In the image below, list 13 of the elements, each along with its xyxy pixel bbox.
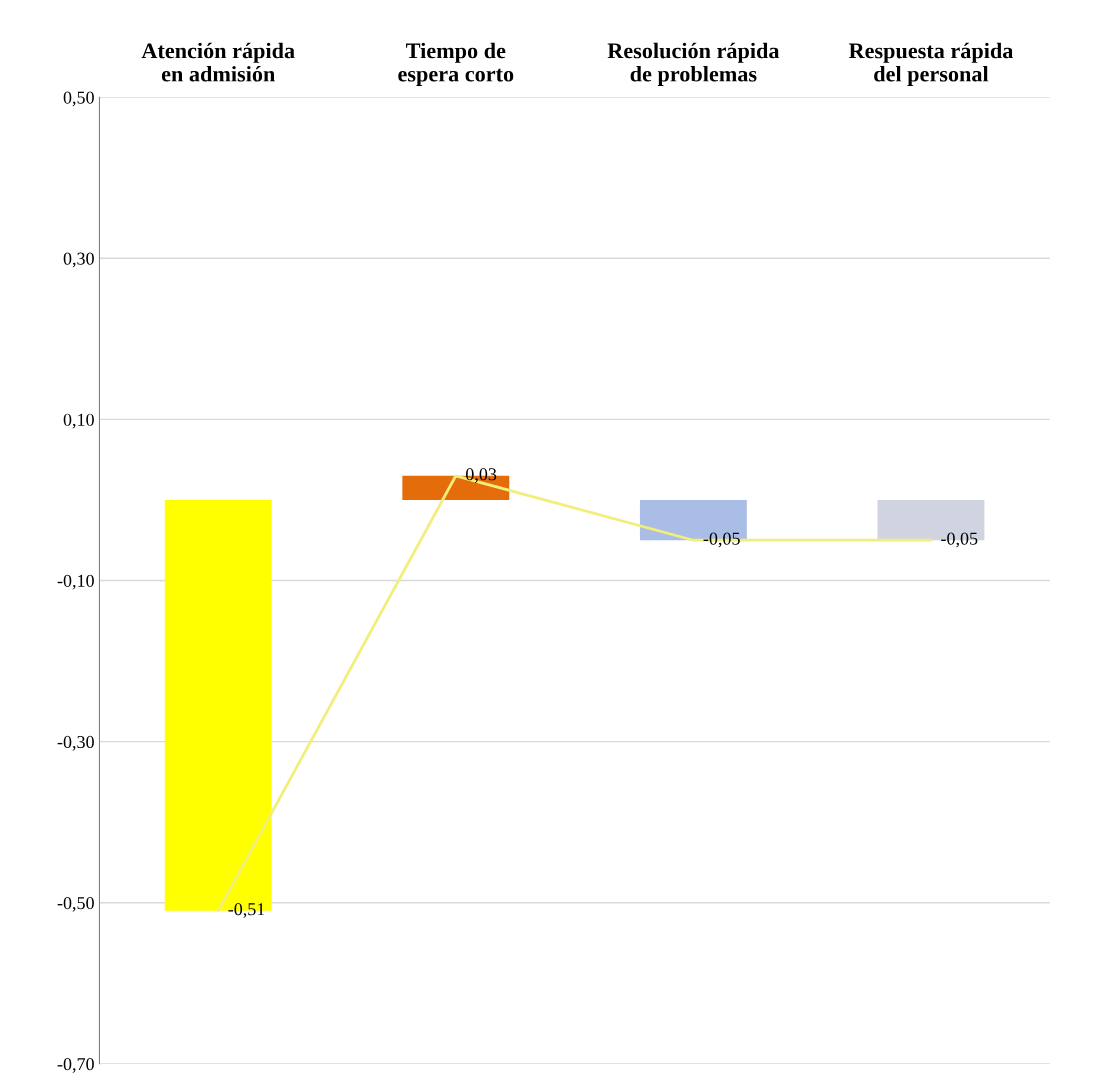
data-label: -0,05	[703, 532, 740, 548]
y-tick-label: -0,30	[57, 735, 94, 751]
y-tick-label: 0,50	[63, 91, 94, 107]
x-tick-label: Respuesta rápida del personal	[848, 42, 1014, 87]
x-tick-label: Tiempo de espera corto	[398, 42, 514, 87]
y-tick-label: -0,50	[57, 896, 94, 912]
data-label: -0,05	[941, 532, 978, 548]
y-tick-label: -0,10	[57, 574, 94, 590]
x-tick-label: Atención rápida en admisión	[141, 42, 295, 82]
y-tick-label: 0,10	[63, 413, 94, 429]
x-tick-label: Resolución rápida de problemas	[607, 42, 780, 87]
y-tick-label: 0,30	[63, 252, 94, 268]
y-tick-label: -0,70	[57, 1058, 94, 1073]
